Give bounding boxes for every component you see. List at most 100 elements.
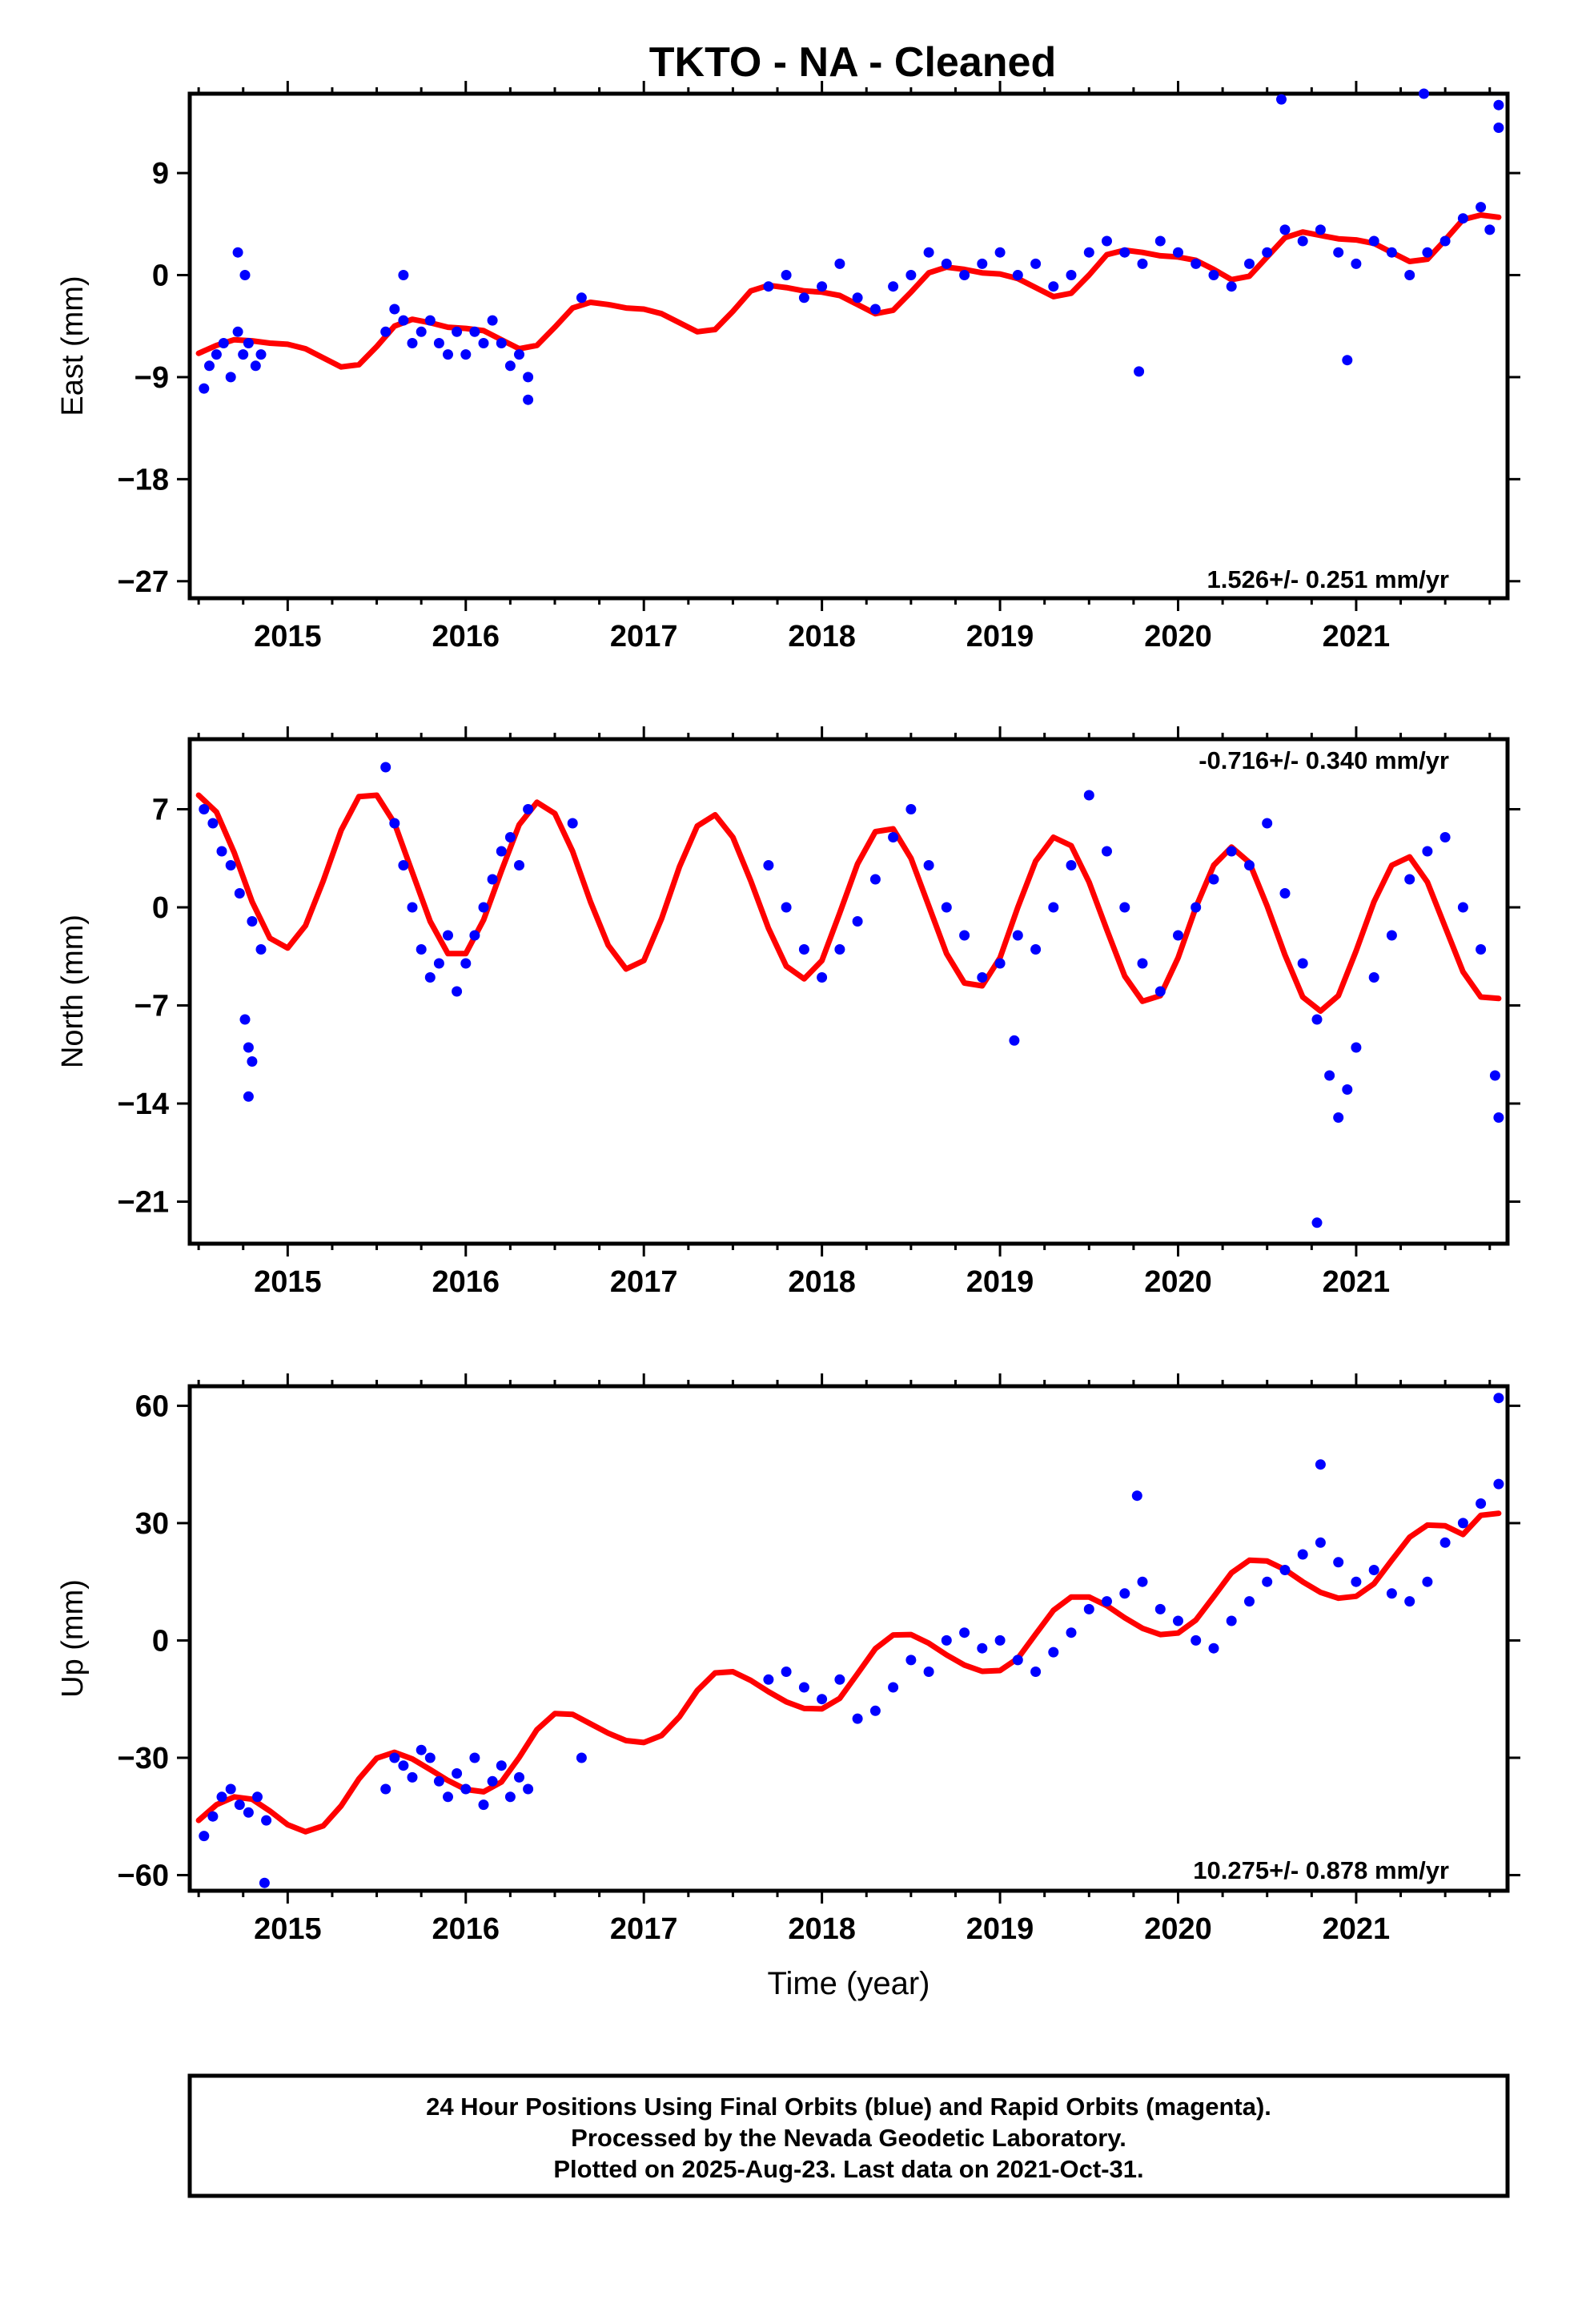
up-data-point xyxy=(869,1705,881,1716)
up-data-point xyxy=(261,1815,272,1826)
north-data-point xyxy=(452,986,463,997)
up-rate-annotation: 10.275+/- 0.878 mm/yr xyxy=(1193,1856,1449,1884)
up-data-point xyxy=(834,1674,845,1685)
east-data-point xyxy=(1484,224,1496,235)
north-data-point xyxy=(398,860,409,870)
east-rate-annotation: 1.526+/- 0.251 mm/yr xyxy=(1207,565,1449,593)
east-data-point xyxy=(1226,281,1237,292)
up-data-point xyxy=(1066,1627,1077,1638)
east-y-axis-label: East (mm) xyxy=(56,275,90,416)
up-x-tick-labels: 2015 2016 2017 2018 2019 2020 2021 xyxy=(254,1912,1390,1946)
north-data-point xyxy=(1012,930,1023,941)
up-data-point xyxy=(1137,1576,1148,1587)
north-data-point xyxy=(817,972,828,983)
up-data-point xyxy=(1315,1537,1326,1548)
east-data-point xyxy=(1154,235,1166,247)
up-data-point xyxy=(1208,1642,1219,1654)
east-data-point xyxy=(232,247,243,258)
up-y-axis-label: Up (mm) xyxy=(56,1579,90,1698)
east-x-tick-label: 2016 xyxy=(432,620,500,653)
up-data-point xyxy=(243,1807,254,1818)
east-data-point xyxy=(1048,281,1059,292)
east-y-tick-label: −27 xyxy=(118,565,169,599)
north-data-point xyxy=(487,874,498,885)
up-data-point xyxy=(763,1674,774,1685)
north-data-point xyxy=(994,958,1006,969)
north-data-point xyxy=(1351,1042,1362,1053)
north-data-point xyxy=(243,1042,254,1053)
east-y-tick-label: 0 xyxy=(152,259,169,293)
east-y-tick-labels: 9 0 −9 −18 −27 xyxy=(118,157,169,599)
east-x-tick-label: 2015 xyxy=(254,620,322,653)
east-data-point xyxy=(452,326,463,337)
east-data-point xyxy=(1351,258,1362,269)
up-data-point xyxy=(1244,1596,1255,1607)
east-data-point xyxy=(576,292,587,304)
north-data-point xyxy=(433,958,444,969)
north-data-point xyxy=(1493,1112,1504,1123)
north-data-point xyxy=(443,930,453,941)
north-data-point xyxy=(1311,1217,1323,1228)
up-data-point xyxy=(1012,1655,1023,1666)
east-data-point xyxy=(239,270,251,280)
up-data-point xyxy=(1368,1565,1379,1575)
east-data-point xyxy=(243,338,254,348)
up-data-point xyxy=(252,1791,263,1803)
up-x-tick-label: 2021 xyxy=(1323,1912,1391,1946)
north-data-point xyxy=(959,930,970,941)
east-data-point xyxy=(994,247,1006,258)
north-data-point xyxy=(199,804,210,814)
north-data-point xyxy=(207,818,219,829)
north-x-tick-label: 2019 xyxy=(966,1265,1034,1299)
north-data-point xyxy=(460,958,472,969)
up-data-point xyxy=(514,1771,524,1783)
east-data-point xyxy=(1137,258,1148,269)
north-data-point xyxy=(234,888,245,899)
up-x-tick-label: 2017 xyxy=(610,1912,678,1946)
up-data-point xyxy=(959,1627,970,1638)
up-data-point xyxy=(1154,1603,1166,1614)
east-data-point xyxy=(1102,235,1112,247)
north-data-point xyxy=(478,902,489,913)
up-data-point xyxy=(380,1783,391,1795)
east-y-tick-label: −18 xyxy=(118,463,169,497)
east-data-point xyxy=(888,281,899,292)
north-data-point xyxy=(1342,1084,1353,1095)
east-x-tick-label: 2017 xyxy=(610,620,678,653)
north-data-point xyxy=(407,902,418,913)
up-data-point xyxy=(523,1783,534,1795)
north-data-point xyxy=(941,902,952,913)
east-data-point xyxy=(1244,258,1255,269)
north-data-point xyxy=(567,818,578,829)
east-data-point xyxy=(1134,366,1145,377)
north-rate-annotation: -0.716+/- 0.340 mm/yr xyxy=(1199,746,1449,774)
east-x-tick-labels: 2015 2016 2017 2018 2019 2020 2021 xyxy=(254,620,1390,653)
north-data-point xyxy=(1324,1070,1335,1081)
north-y-tick-label: 0 xyxy=(152,891,169,925)
up-data-point xyxy=(1315,1459,1326,1470)
north-data-point xyxy=(923,860,934,870)
up-data-point xyxy=(905,1655,917,1666)
x-axis-label: Time (year) xyxy=(768,1966,930,2001)
east-data-point xyxy=(923,247,934,258)
east-fit-line xyxy=(195,212,1502,370)
north-data-point xyxy=(869,874,881,885)
east-data-point xyxy=(763,281,774,292)
north-y-tick-label: −21 xyxy=(118,1186,169,1220)
north-data-point xyxy=(389,818,400,829)
north-data-point xyxy=(424,972,436,983)
east-data-point xyxy=(977,258,988,269)
north-panel: 70−7−14−21 2015 2016 2017 2018 2019 2020 2021 … xyxy=(56,726,1520,1299)
east-data-point xyxy=(424,315,436,326)
up-data-point xyxy=(1102,1596,1112,1607)
north-data-point xyxy=(1386,930,1397,941)
up-data-point xyxy=(234,1799,245,1811)
up-y-tick-labels: 60 30 0 −30 −60 xyxy=(118,1389,169,1892)
footer-line-3: Plotted on 2025-Aug-23. Last data on 202… xyxy=(553,2155,1143,2183)
east-data-point xyxy=(204,360,215,372)
up-x-tick-label: 2019 xyxy=(966,1912,1034,1946)
up-data-point xyxy=(1297,1549,1308,1560)
footer-box: 24 Hour Positions Using Final Orbits (bl… xyxy=(187,2073,1510,2198)
up-data-point xyxy=(407,1771,418,1783)
